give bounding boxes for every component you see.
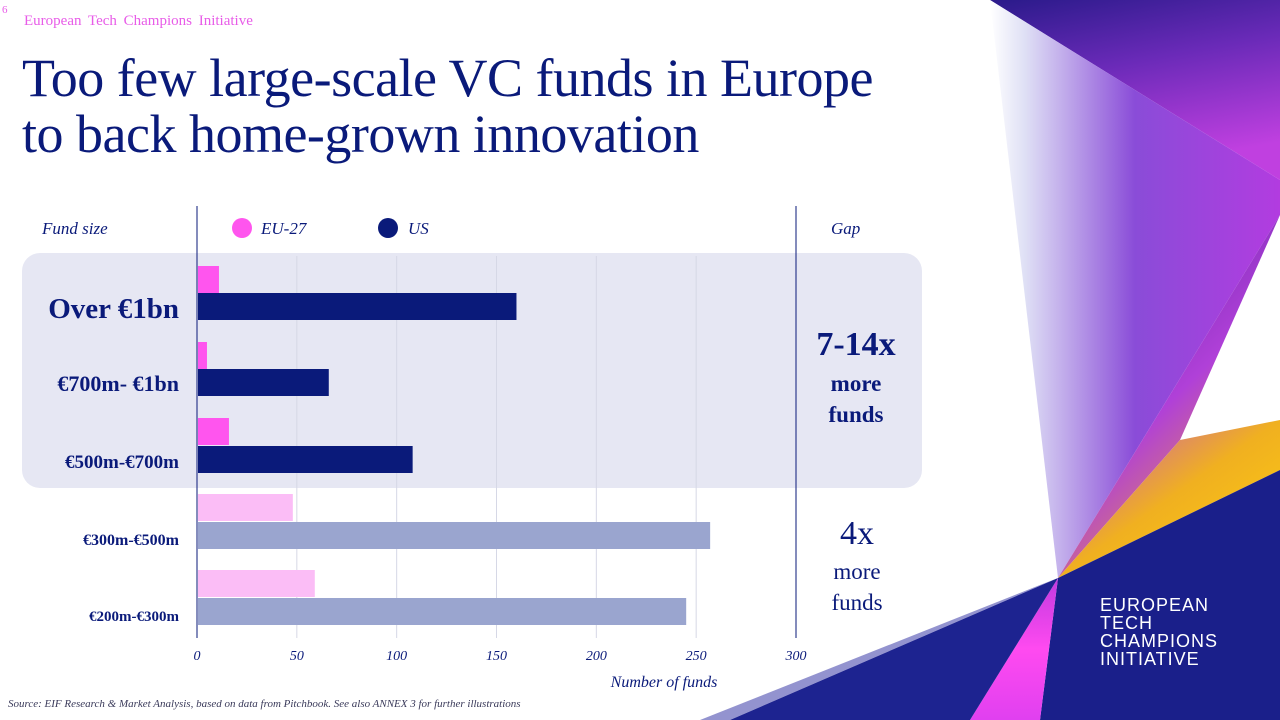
logo-line-3: CHAMPIONS (1100, 631, 1219, 651)
x-tick-labels: 0 50 100 150 200 250 300 (194, 649, 807, 664)
bar-eu27 (198, 494, 293, 521)
category-label: Over €1bn (48, 293, 179, 325)
gap-text-mid-1: more (833, 559, 880, 584)
logo-line-2: TECH (1100, 613, 1153, 633)
bar-eu27 (198, 570, 315, 597)
x-tick-label: 100 (386, 649, 407, 664)
page-title: Too few large-scale VC funds in Europe t… (22, 50, 982, 162)
category-label: €200m-€300m (89, 609, 179, 625)
category-labels: Over €1bn €700m- €1bn €500m-€700m €300m-€50… (48, 293, 179, 625)
x-tick-label: 50 (290, 649, 304, 664)
legend-label-eu27: EU-27 (260, 219, 308, 238)
bar-us (198, 522, 711, 549)
bar-us (198, 293, 517, 320)
gap-text-mid-2: funds (831, 590, 882, 615)
gap-header: Gap (831, 219, 860, 238)
legend-label-us: US (408, 219, 429, 238)
category-label: €700m- €1bn (57, 371, 179, 396)
x-tick-label: 200 (586, 649, 607, 664)
x-tick-label: 0 (194, 649, 201, 664)
eu-tech-champions-logo: EUROPEAN TECH CHAMPIONS INITIATIVE (1100, 596, 1218, 668)
title-line-1: Too few large-scale VC funds in Europe (22, 48, 874, 108)
legend-marker-eu27 (232, 218, 252, 238)
gap-ratio-mid: 4x (840, 515, 874, 552)
logo-line-1: EUROPEAN (1100, 595, 1210, 615)
gap-text-large-2: funds (829, 402, 884, 427)
bar-us (198, 446, 413, 473)
bar-us (198, 598, 687, 625)
x-tick-label: 150 (486, 649, 507, 664)
x-tick-label: 300 (785, 649, 807, 664)
category-label: €300m-€500m (83, 532, 180, 549)
gap-ratio-large: 7-14x (816, 326, 895, 363)
source-note: Source: EIF Research & Market Analysis, … (8, 698, 521, 710)
gap-text-large-1: more (831, 371, 882, 396)
bar-us (198, 369, 329, 396)
title-line-2: to back home-grown innovation (22, 104, 699, 164)
header-tag: European Tech Champions Initiative (24, 13, 253, 29)
bar-eu27 (198, 342, 207, 369)
bars (198, 266, 711, 625)
x-axis-label: Number of funds (610, 674, 718, 691)
bar-eu27 (198, 418, 229, 445)
bar-eu27 (198, 266, 219, 293)
category-header: Fund size (41, 219, 108, 238)
category-label: €500m-€700m (65, 452, 179, 473)
legend-marker-us (378, 218, 398, 238)
logo-line-4: INITIATIVE (1100, 649, 1200, 669)
x-tick-label: 250 (686, 649, 707, 664)
page-number: 6 (2, 4, 8, 16)
